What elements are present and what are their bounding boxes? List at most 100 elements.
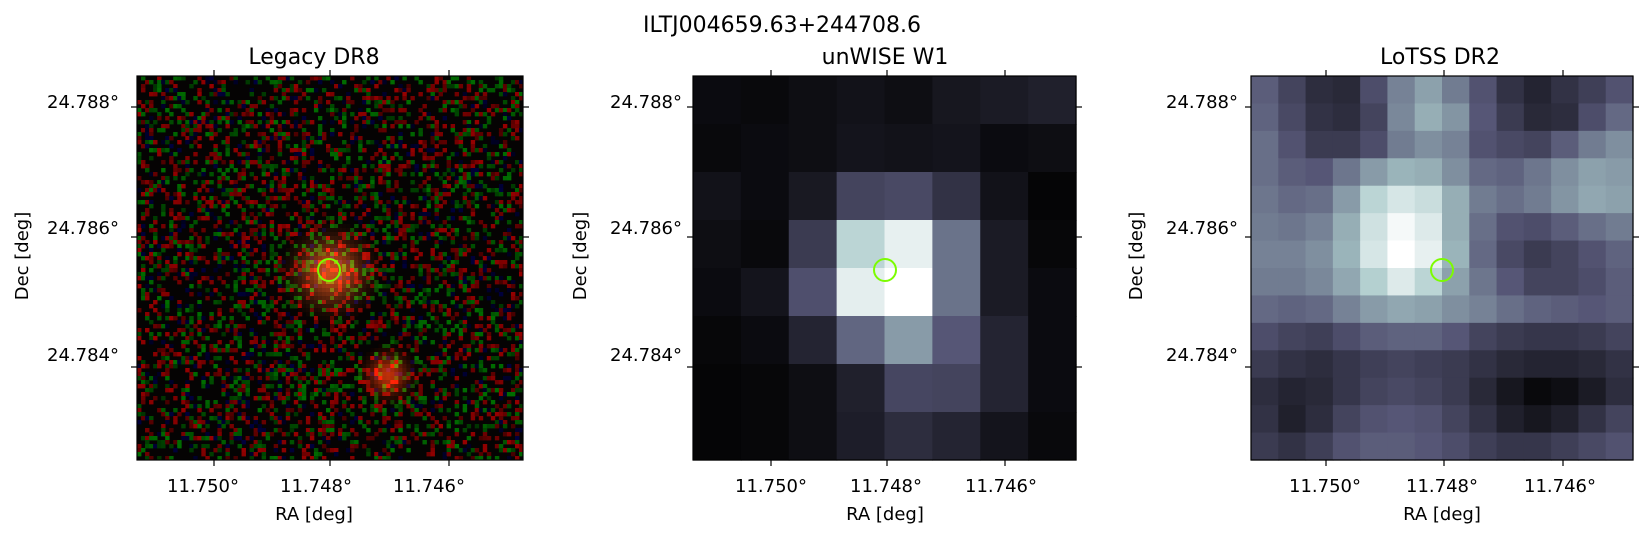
image-pixel: [293, 240, 299, 245]
image-pixel: [321, 88, 327, 93]
image-pixel: [165, 300, 170, 305]
image-pixel: [1251, 76, 1279, 105]
image-pixel: [362, 116, 367, 121]
image-pixel: [338, 152, 343, 157]
image-pixel: [145, 180, 150, 185]
image-pixel: [309, 300, 315, 305]
image-pixel: [386, 76, 391, 81]
image-pixel: [498, 420, 504, 425]
image-pixel: [693, 76, 742, 125]
image-pixel: [165, 316, 170, 321]
image-pixel: [185, 160, 190, 165]
image-pixel: [289, 124, 295, 129]
image-pixel: [293, 256, 299, 261]
image-pixel: [281, 328, 287, 333]
image-pixel: [305, 80, 311, 85]
image-pixel: [257, 424, 263, 429]
image-pixel: [446, 84, 452, 89]
image-pixel: [466, 312, 472, 317]
image-pixel: [289, 244, 295, 249]
image-pixel: [277, 144, 283, 149]
image-pixel: [382, 120, 387, 125]
image-pixel: [325, 316, 331, 321]
image-pixel: [265, 172, 271, 177]
image-pixel: [273, 120, 279, 125]
image-pixel: [213, 328, 218, 333]
image-pixel: [141, 296, 146, 301]
image-pixel: [265, 436, 271, 441]
image-pixel: [358, 196, 363, 201]
image-pixel: [442, 336, 447, 341]
image-pixel: [426, 276, 431, 281]
image-pixel: [269, 180, 275, 185]
image-pixel: [301, 368, 307, 373]
image-pixel: [185, 412, 190, 417]
image-pixel: [165, 388, 170, 393]
image-pixel: [350, 280, 355, 285]
image-pixel: [450, 368, 456, 373]
image-pixel: [161, 408, 166, 413]
image-pixel: [153, 140, 158, 145]
image-pixel: [366, 356, 371, 361]
image-pixel: [281, 132, 287, 137]
image-pixel: [358, 180, 363, 185]
image-pixel: [325, 300, 331, 305]
image-pixel: [506, 368, 512, 373]
image-pixel: [438, 228, 443, 233]
image-pixel: [145, 364, 150, 369]
image-pixel: [169, 160, 174, 165]
image-pixel: [502, 100, 508, 105]
image-pixel: [297, 176, 303, 181]
image-pixel: [398, 344, 403, 349]
image-pixel: [788, 268, 838, 317]
image-pixel: [185, 252, 190, 257]
image-pixel: [157, 80, 162, 85]
image-pixel: [1442, 322, 1470, 351]
image-pixel: [518, 172, 524, 177]
image-pixel: [261, 268, 267, 273]
image-pixel: [313, 180, 319, 185]
image-pixel: [209, 160, 214, 165]
image-pixel: [141, 276, 146, 281]
x-tick-label: 11.750°: [1289, 476, 1361, 497]
image-pixel: [434, 256, 439, 261]
image-pixel: [454, 392, 460, 397]
image-pixel: [137, 384, 142, 389]
image-pixel: [390, 308, 395, 313]
image-pixel: [233, 168, 238, 173]
image-pixel: [446, 156, 452, 161]
image-pixel: [474, 112, 480, 117]
image-pixel: [470, 384, 476, 389]
image-pixel: [1414, 240, 1443, 269]
image-pixel: [281, 92, 287, 97]
image-pixel: [693, 220, 742, 269]
image-pixel: [350, 368, 355, 373]
image-pixel: [321, 284, 327, 289]
y-tick-label: 24.784°: [47, 345, 119, 366]
image-pixel: [217, 444, 222, 449]
image-pixel: [370, 224, 375, 229]
image-pixel: [518, 220, 524, 225]
image-pixel: [378, 452, 383, 457]
image-pixel: [225, 136, 230, 141]
image-pixel: [177, 120, 182, 125]
image-pixel: [309, 288, 315, 293]
image-pixel: [217, 320, 222, 325]
image-pixel: [382, 332, 387, 337]
image-pixel: [693, 412, 742, 461]
image-pixel: [137, 372, 142, 377]
image-pixel: [301, 248, 307, 253]
image-pixel: [141, 200, 146, 205]
image-pixel: [281, 184, 287, 189]
image-pixel: [261, 140, 267, 145]
image-pixel: [245, 316, 250, 321]
image-pixel: [189, 128, 194, 133]
image-pixel: [1414, 377, 1443, 406]
image-pixel: [145, 392, 150, 397]
image-pixel: [229, 356, 234, 361]
image-pixel: [145, 100, 150, 105]
image-pixel: [382, 164, 387, 169]
image-pixel: [514, 104, 520, 109]
image-pixel: [358, 136, 363, 141]
image-pixel: [374, 104, 379, 109]
